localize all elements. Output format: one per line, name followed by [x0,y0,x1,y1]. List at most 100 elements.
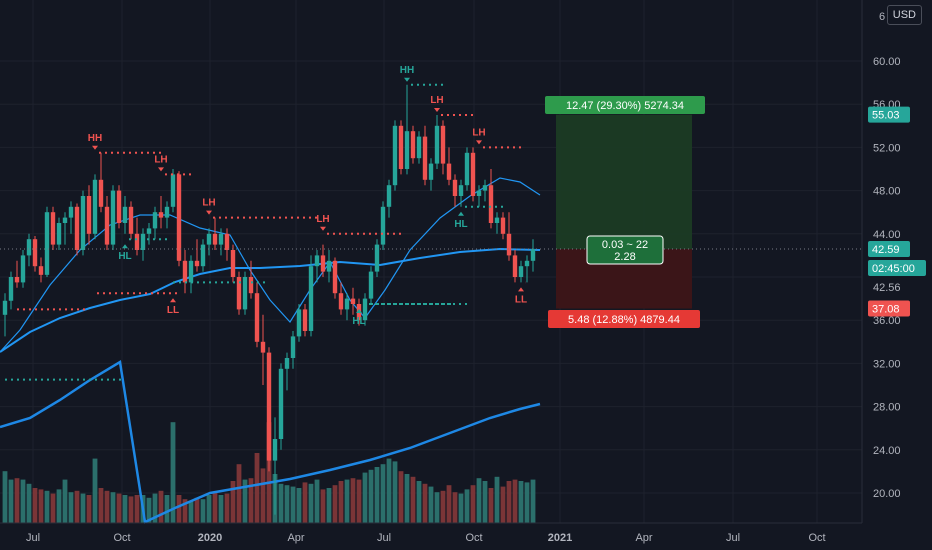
candle-body[interactable] [20,255,26,283]
candle-body[interactable] [182,260,188,283]
candle-body[interactable] [56,223,62,245]
candle-body[interactable] [284,358,290,369]
candle-body[interactable] [44,212,50,275]
candle-body[interactable] [392,125,398,186]
candle-body[interactable] [398,125,404,169]
candle-body[interactable] [320,255,326,272]
candle-body[interactable] [158,212,164,218]
candle-body[interactable] [452,179,458,196]
candle-body[interactable] [146,228,152,234]
stop-label-box[interactable] [548,310,700,328]
candle-body[interactable] [278,368,284,439]
candle-body[interactable] [170,174,176,207]
candle-body[interactable] [518,266,524,277]
candle-body[interactable] [434,125,440,164]
candle-body[interactable] [2,300,8,315]
candle-body[interactable] [212,233,218,245]
candle-body[interactable] [506,233,512,256]
candle-body[interactable] [422,136,428,180]
candle-body[interactable] [374,244,380,272]
candle-body[interactable] [308,266,314,331]
candle-body[interactable] [236,277,242,310]
candle-body[interactable] [104,206,110,245]
candle-body[interactable] [482,185,488,191]
candle-body[interactable] [428,163,434,180]
candle-body[interactable] [488,185,494,223]
candle-body[interactable] [458,185,464,196]
candle-body[interactable] [476,190,482,196]
pivot-label: LH [202,198,215,209]
candle-body[interactable] [500,217,506,234]
candle-body[interactable] [524,260,530,267]
candle-body[interactable] [404,131,410,169]
candle-body[interactable] [272,439,278,461]
candle-body[interactable] [470,152,476,196]
candle-body[interactable] [362,298,368,321]
candle-body[interactable] [224,233,230,250]
candle-body[interactable] [512,255,518,277]
candle-body[interactable] [62,217,68,223]
risk-reward-box[interactable] [586,235,664,265]
candle-body[interactable] [338,293,344,310]
candle-body[interactable] [296,309,302,337]
candle-body[interactable] [332,260,338,294]
candle-body[interactable] [8,277,14,301]
candle-body[interactable] [116,190,122,223]
volume-bar [116,493,122,523]
candle-body[interactable] [98,179,104,207]
candle-body[interactable] [368,271,374,299]
candle-body[interactable] [386,185,392,207]
candle-body[interactable] [134,233,140,250]
pivot-arrow [206,210,212,215]
candle-body[interactable] [86,196,92,234]
candle-body[interactable] [26,239,32,256]
candle-body[interactable] [440,125,446,164]
volume-bar [362,472,368,523]
candle-body[interactable] [80,196,86,250]
candle-body[interactable] [254,293,260,342]
candle-body[interactable] [176,174,182,261]
candle-body[interactable] [302,309,308,331]
candle-body[interactable] [326,260,332,272]
candle-body[interactable] [380,206,386,245]
candle-body[interactable] [446,163,452,180]
candle-body[interactable] [530,249,536,261]
target-label-box[interactable] [545,96,705,114]
candle-body[interactable] [110,190,116,245]
candle-body[interactable] [164,206,170,218]
candle-body[interactable] [122,206,128,223]
candle-body[interactable] [416,136,422,159]
candle-body[interactable] [194,260,200,267]
candle-body[interactable] [128,206,134,234]
candle-body[interactable] [14,277,20,283]
candle-body[interactable] [248,277,254,294]
candle-body[interactable] [344,298,350,310]
candle-body[interactable] [464,152,470,186]
candle-body[interactable] [290,336,296,358]
candle-body[interactable] [494,217,500,223]
currency-button[interactable]: USD [886,5,922,25]
candle-body[interactable] [218,233,224,245]
candle-body[interactable] [230,250,236,277]
candle-body[interactable] [350,298,356,304]
candle-body[interactable] [38,266,44,275]
candle-body[interactable] [74,206,80,250]
candle-body[interactable] [188,260,194,283]
candle-body[interactable] [200,244,206,267]
profit-zone[interactable] [556,114,692,250]
candle-body[interactable] [266,352,272,461]
risk-reward-line2: 2.28 [614,251,635,263]
candle-body[interactable] [32,239,38,267]
candle-body[interactable] [260,341,266,353]
candle-body[interactable] [92,179,98,234]
candle-body[interactable] [206,233,212,245]
candle-body[interactable] [50,212,56,245]
candle-body[interactable] [410,131,416,159]
candle-body[interactable] [314,255,320,267]
candle-body[interactable] [152,212,158,229]
candle-body[interactable] [140,233,146,250]
stop-label: 5.48 (12.88%) 4879.44 [568,314,680,326]
candle-body[interactable] [242,277,248,310]
candle-body[interactable] [68,206,74,218]
